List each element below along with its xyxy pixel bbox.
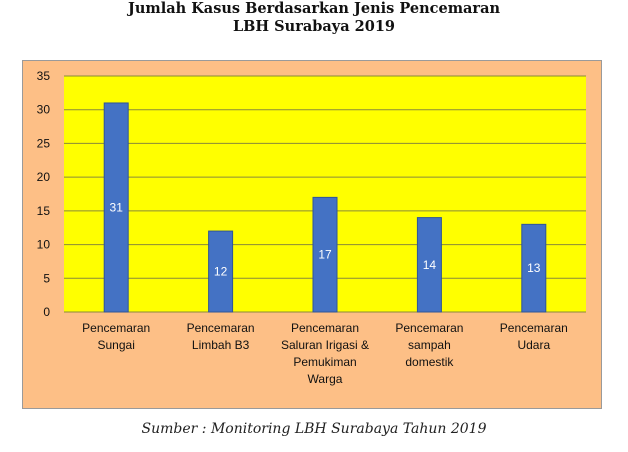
y-tick-label: 15: [37, 204, 51, 218]
x-category-label-line: Warga: [308, 372, 343, 386]
chart-title-line-2: LBH Surabaya 2019: [232, 18, 395, 35]
x-category-label-line: Saluran Irigasi &: [281, 338, 369, 352]
data-label: 17: [318, 248, 332, 262]
x-category-label: Pencemaran Limbah B3: [187, 321, 255, 352]
x-category-label-line: sampah: [408, 338, 451, 352]
x-category-label-line: Pencemaran: [395, 321, 463, 335]
x-category-label: Pencemaran sampah domestik: [395, 321, 463, 369]
bar: [208, 230, 234, 313]
x-category-label-line: Limbah B3: [192, 338, 250, 352]
x-category-label-line: Pencemaran: [500, 321, 568, 335]
x-category-label-line: domestik: [405, 355, 454, 369]
data-label: 14: [423, 258, 437, 272]
x-category-label-line: Sungai: [98, 338, 135, 352]
data-label: 12: [214, 265, 228, 279]
bar: [103, 102, 129, 313]
data-label: 13: [527, 261, 541, 275]
y-tick-label: 0: [43, 305, 50, 319]
x-category-label-line: Pencemaran: [291, 321, 359, 335]
x-category-label: Pencemaran Saluran Irigasi & Pemukiman Warg…: [281, 321, 369, 386]
x-category-label-line: Udara: [517, 338, 550, 352]
data-label: 31: [110, 200, 124, 214]
x-category-label-line: Pemukiman: [293, 355, 356, 369]
y-tick-label: 5: [43, 271, 50, 285]
bar-chart: 0 5 10 15 20 25 30 35 31 Pencemaran Sungai 12 Pencem…: [22, 60, 602, 409]
bar: [312, 196, 338, 313]
y-tick-label: 10: [37, 238, 51, 252]
y-tick-label: 30: [37, 103, 51, 117]
x-category-label: Pencemaran Sungai: [82, 321, 150, 352]
source-note: Sumber : Monitoring LBH Surabaya Tahun 2…: [141, 421, 487, 437]
chart-title-line-1: Jumlah Kasus Berdasarkan Jenis Pencemara…: [127, 0, 501, 17]
x-category-label-line: Pencemaran: [187, 321, 255, 335]
chart-area: 0 5 10 15 20 25 30 35 31 Pencemaran Sungai 12 Pencem…: [22, 60, 602, 409]
bar: [521, 223, 547, 313]
y-tick-label: 25: [37, 136, 51, 150]
y-tick-label: 35: [37, 69, 51, 83]
x-category-label: Pencemaran Udara: [500, 321, 568, 352]
bar: [416, 217, 442, 313]
y-tick-label: 20: [37, 170, 51, 184]
x-category-label-line: Pencemaran: [82, 321, 150, 335]
